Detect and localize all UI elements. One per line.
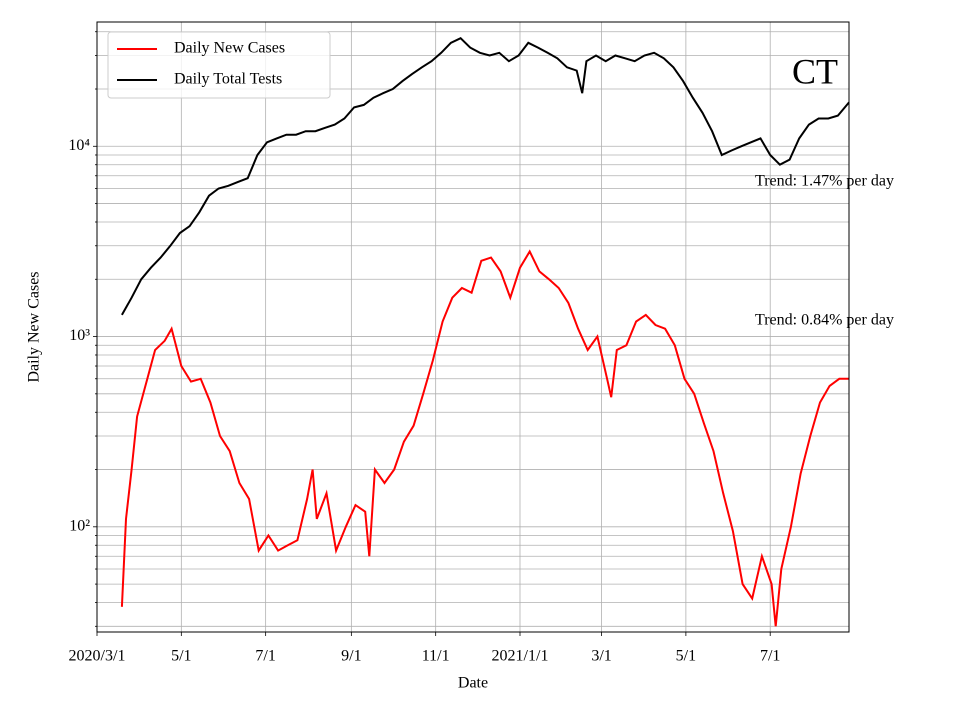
y-tick-label: 10² (69, 517, 90, 534)
annotation: Trend: 1.47% per day (755, 173, 894, 190)
x-tick-label: 2021/1/1 (492, 648, 549, 665)
x-tick-label: 2020/3/1 (69, 648, 126, 665)
x-tick-label: 5/1 (171, 648, 191, 665)
x-tick-label: 9/1 (341, 648, 361, 665)
lines (120, 36, 850, 627)
annotation: Trend: 0.84% per day (755, 312, 894, 329)
y-tick-label: 10³ (69, 327, 90, 344)
series-line (121, 36, 850, 316)
plot-frame (96, 21, 850, 633)
x-tick-label: 5/1 (676, 648, 696, 665)
x-tick-label: 3/1 (591, 648, 611, 665)
legend-box (107, 31, 331, 99)
legend: Daily New Cases Daily Total Tests (107, 31, 331, 99)
x-tick-label: 11/1 (422, 648, 450, 665)
annotation: CT (792, 51, 838, 91)
series-line (120, 249, 849, 627)
legend-label: Daily New Cases (174, 40, 285, 57)
y-tick-label: 10⁴ (68, 137, 90, 154)
x-tick-label: 7/1 (255, 648, 275, 665)
y-axis-label: Daily New Cases (26, 271, 43, 382)
x-axis-label: Date (458, 675, 488, 692)
x-tick-label: 7/1 (760, 648, 780, 665)
legend-label: Daily Total Tests (174, 71, 282, 88)
